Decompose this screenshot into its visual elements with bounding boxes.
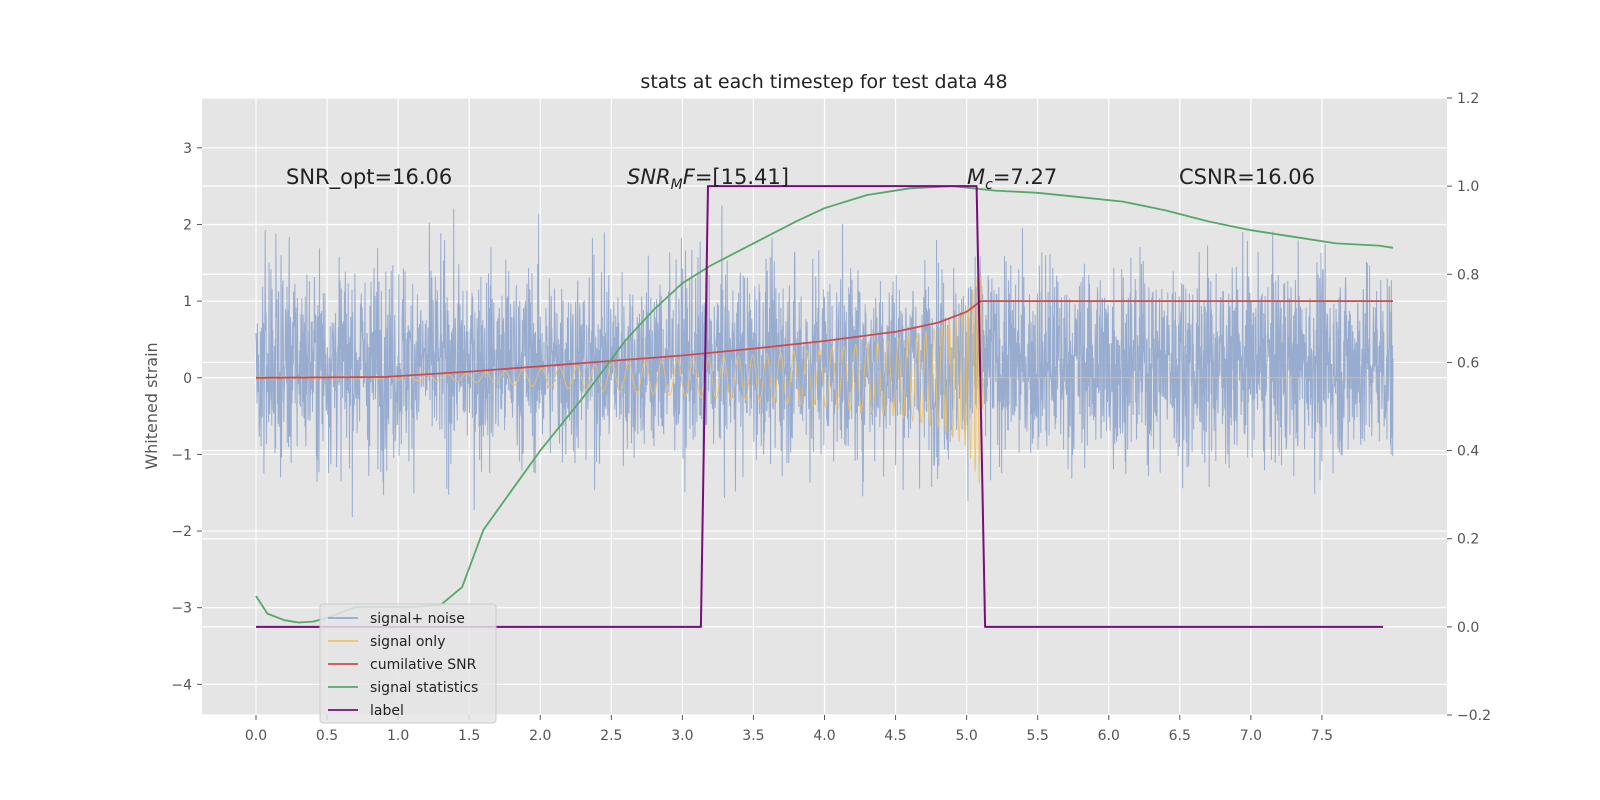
y2-tick-label: 1.0	[1457, 179, 1479, 195]
x-tick-label: 1.5	[458, 728, 480, 744]
legend-entry: signal+ noise	[370, 611, 465, 627]
x-axis: 0.0 0.5 1.0 1.5 2.0 2.5 3.0 3.5 4.0 4.5 5.0 5.5 6.0 6…	[245, 715, 1333, 744]
annotation-snr-mf-symbol: SNR	[627, 165, 671, 189]
x-tick-label: 3.0	[671, 728, 693, 744]
x-tick-label: 1.0	[387, 728, 409, 744]
chart-title: stats at each timestep for test data 48	[640, 71, 1007, 93]
y-tick-label: 3	[183, 141, 192, 157]
annotation-csnr: CSNR=16.06	[1179, 165, 1315, 189]
x-tick-label: 0.5	[316, 728, 338, 744]
series-signal-noise	[255, 205, 1394, 518]
y-tick-label: −1	[171, 447, 192, 463]
x-tick-label: 0.0	[245, 728, 267, 744]
x-tick-label: 6.5	[1169, 728, 1191, 744]
x-tick-label: 7.0	[1240, 728, 1262, 744]
y-tick-label: −2	[171, 524, 192, 540]
y2-tick-label: 0.6	[1457, 355, 1479, 371]
x-tick-label: 6.0	[1098, 728, 1120, 744]
annotation-chirp-mass-subscript: c	[985, 177, 993, 193]
y-tick-label: 1	[183, 294, 192, 310]
y-axis-right: 1.2 1.0 0.8 0.6 0.4 0.2 0.0 −0.2	[1447, 91, 1491, 724]
y-axis-left: 3 2 1 0 −1 −2 −3 −4	[171, 141, 202, 693]
x-tick-label: 2.5	[600, 728, 622, 744]
annotation-snr-mf-value: =[15.41]	[695, 165, 789, 189]
y-tick-label: 2	[183, 217, 192, 233]
y2-tick-label: 0.4	[1457, 444, 1479, 460]
y-tick-label: −4	[171, 677, 192, 693]
x-tick-label: 3.5	[742, 728, 764, 744]
legend-entry: signal only	[370, 634, 445, 650]
x-tick-label: 4.0	[813, 728, 835, 744]
annotation-chirp-mass-symbol: M	[967, 165, 985, 189]
legend-entry: label	[370, 703, 404, 719]
x-tick-label: 4.5	[884, 728, 906, 744]
y2-tick-label: −0.2	[1457, 708, 1491, 724]
y2-tick-label: 1.2	[1457, 91, 1479, 107]
y-tick-label: 0	[183, 371, 192, 387]
y-axis-label: Whitened strain	[142, 342, 161, 469]
x-tick-label: 2.0	[529, 728, 551, 744]
y2-tick-label: 0.8	[1457, 267, 1479, 283]
annotation-snr-opt: SNR_opt=16.06	[286, 165, 452, 190]
legend: signal+ noise signal only cumilative SNR si…	[319, 603, 497, 724]
x-tick-label: 7.5	[1311, 728, 1333, 744]
series-signal-only	[255, 276, 1393, 484]
series-label	[256, 185, 1383, 628]
y-tick-label: −3	[171, 601, 192, 617]
annotation-chirp-mass-value: =7.27	[993, 165, 1057, 189]
x-tick-label: 5.5	[1027, 728, 1049, 744]
annotation-chirp-mass: Mc=7.27	[967, 165, 1057, 193]
legend-entry: cumilative SNR	[370, 657, 477, 673]
y2-tick-label: 0.2	[1457, 532, 1479, 548]
annotation-snr-mf-subscript: M	[671, 177, 683, 193]
y2-tick-label: 0.0	[1457, 620, 1479, 636]
x-tick-label: 5.0	[955, 728, 977, 744]
legend-box	[319, 603, 497, 724]
legend-entry: signal statistics	[370, 680, 478, 696]
annotation-snr-mf-f: F	[683, 165, 696, 189]
annotation-snr-mf: SNRMF=[15.41]	[627, 165, 789, 193]
